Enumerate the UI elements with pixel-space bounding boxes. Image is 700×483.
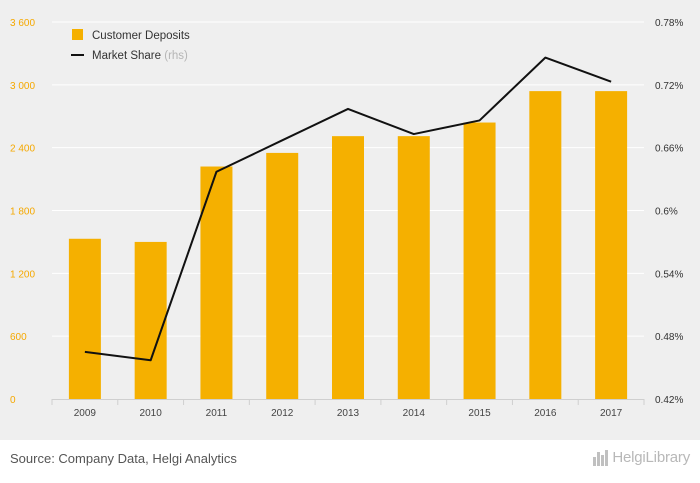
y-left-tick-label: 1 200 — [10, 269, 35, 280]
bar — [463, 122, 496, 400]
y-left-tick-label: 3 000 — [10, 81, 35, 92]
y-right-tick-label: 0.42% — [655, 395, 683, 406]
x-tick-label: 2016 — [534, 408, 557, 419]
bar — [68, 238, 101, 399]
brand-logo: HelgiLibrary — [593, 449, 690, 466]
bar — [266, 152, 299, 399]
x-tick-label: 2012 — [271, 408, 294, 419]
x-tick-label: 2011 — [206, 408, 228, 419]
legend: Customer Deposits Market Share (rhs) — [71, 29, 190, 62]
y-left-tick-label: 3 600 — [10, 18, 35, 29]
chart-area: 0 600 1 200 1 800 2 400 3 000 3 600 0.42% 0.48% 0… — [0, 0, 700, 440]
x-tick-label: 2017 — [600, 408, 623, 419]
legend-swatch-customer-deposits — [72, 29, 83, 40]
x-tick-label: 2010 — [140, 408, 163, 419]
x-tick-label: 2009 — [74, 408, 97, 419]
legend-label-customer-deposits: Customer Deposits — [92, 30, 190, 42]
y-left-tick-label: 2 400 — [10, 144, 35, 155]
brand-name: HelgiLibrary — [612, 449, 690, 466]
bar — [595, 91, 628, 399]
y-right-tick-label: 0.66% — [655, 144, 683, 155]
bar — [134, 241, 167, 399]
y-right-tick-label: 0.72% — [655, 81, 683, 92]
chart-svg: 0 600 1 200 1 800 2 400 3 000 3 600 0.42% 0.48% 0… — [10, 18, 683, 419]
legend-label-market-share-suffix: (rhs) — [164, 50, 188, 62]
y-right-tick-label: 0.78% — [655, 18, 683, 29]
x-tick-label: 2013 — [337, 408, 360, 419]
library-icon — [593, 449, 609, 466]
y-right-tick-label: 0.54% — [655, 269, 683, 280]
y-left-tick-label: 600 — [10, 332, 27, 343]
x-tick-label: 2014 — [403, 408, 426, 419]
legend-label-market-share-name: Market Share — [92, 50, 161, 62]
bar — [332, 136, 364, 399]
legend-label-market-share: Market Share (rhs) — [92, 50, 188, 62]
bar — [529, 91, 562, 399]
bars-layer — [68, 91, 628, 400]
bar — [397, 136, 430, 399]
y-right-tick-label: 0.6% — [655, 207, 678, 218]
footer: Source: Company Data, Helgi Analytics He… — [0, 440, 700, 483]
y-left-tick-label: 1 800 — [10, 207, 35, 218]
y-left-tick-label: 0 — [10, 395, 16, 406]
source-note: Source: Company Data, Helgi Analytics — [10, 451, 237, 466]
y-right-tick-label: 0.48% — [655, 332, 683, 343]
axis-layer: 0 600 1 200 1 800 2 400 3 000 3 600 0.42% 0.48% 0… — [10, 18, 683, 419]
line-layer — [84, 56, 612, 362]
x-tick-label: 2015 — [468, 408, 491, 419]
